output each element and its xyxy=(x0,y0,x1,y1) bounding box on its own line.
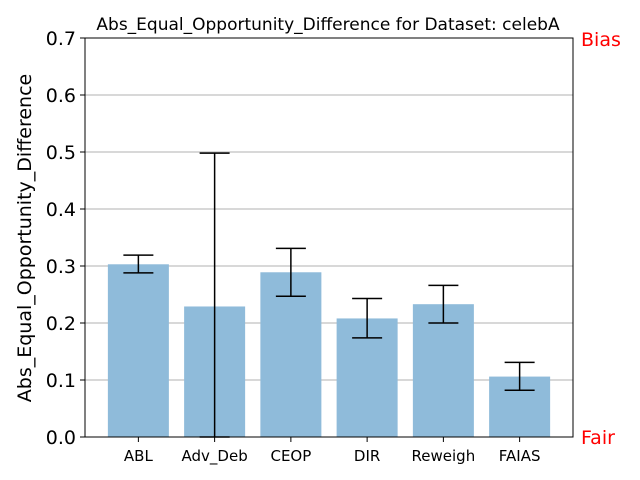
x-tick-label-CEOP: CEOP xyxy=(270,447,311,465)
y-tick-label: 0.2 xyxy=(46,313,76,335)
x-tick-label-ABL: ABL xyxy=(124,447,154,465)
fair-label: Fair xyxy=(581,427,615,449)
y-tick-label: 0.3 xyxy=(46,256,76,278)
x-axis-ticks: ABL Adv_Deb CEOP DIR Reweigh FAIAS xyxy=(124,437,541,466)
bar-CEOP xyxy=(260,272,322,437)
plot-border xyxy=(84,37,574,438)
axes-frame xyxy=(84,37,574,438)
y-tick-label: 0.4 xyxy=(46,199,76,221)
y-tick-label: 0.6 xyxy=(46,85,76,107)
y-tick-label: 0.5 xyxy=(46,142,76,164)
bar-ABL xyxy=(107,264,169,437)
x-tick-label-Adv_Deb: Adv_Deb xyxy=(182,447,248,466)
x-tick-label-FAIAS: FAIAS xyxy=(499,447,541,465)
bars xyxy=(107,264,551,437)
y-tick-label: 0.1 xyxy=(46,370,76,392)
y-tick-label: 0.0 xyxy=(46,427,76,449)
x-tick-label-DIR: DIR xyxy=(354,447,380,465)
y-tick-label: 0.7 xyxy=(46,28,76,50)
bias-label: Bias xyxy=(581,29,621,51)
y-axis-ticks: 0.0 0.1 0.2 0.3 0.4 0.5 0.6 0.7 xyxy=(46,28,85,449)
bar-Reweigh xyxy=(412,304,474,437)
chart-title: Abs_Equal_Opportunity_Difference for Dat… xyxy=(96,15,560,35)
x-tick-label-Reweigh: Reweigh xyxy=(412,447,476,465)
y-axis-label: Abs_Equal_Opportunity_Difference xyxy=(14,74,36,402)
